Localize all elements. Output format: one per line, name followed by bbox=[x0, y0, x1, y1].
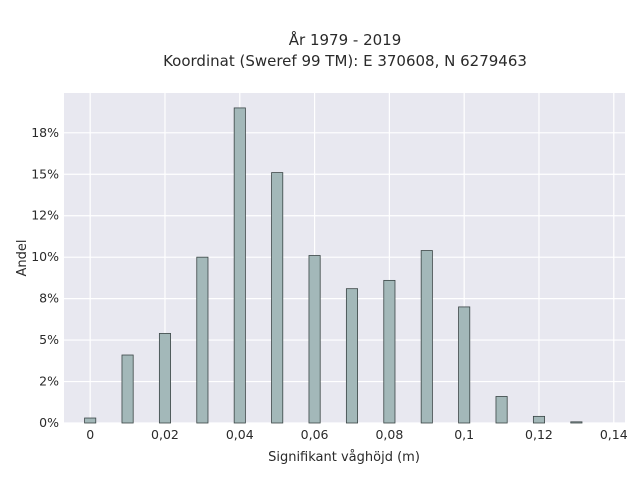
x-tick-label-4: 0,08 bbox=[375, 427, 403, 442]
y-tick-label-2: 5% bbox=[39, 332, 59, 347]
x-tick-label-3: 0,06 bbox=[301, 427, 329, 442]
x-tick-label-6: 0,12 bbox=[525, 427, 553, 442]
bar-2 bbox=[158, 333, 171, 424]
y-tick-label-3: 8% bbox=[39, 291, 59, 306]
bars bbox=[84, 107, 583, 424]
y-tick-label-1: 2% bbox=[39, 374, 59, 389]
bar-5 bbox=[271, 172, 284, 424]
bar-13 bbox=[570, 421, 583, 424]
bar-11 bbox=[495, 396, 508, 424]
y-axis-label: Andel bbox=[15, 240, 30, 277]
bar-7 bbox=[345, 288, 358, 424]
plot-area bbox=[64, 93, 625, 423]
bar-1 bbox=[121, 354, 134, 424]
bar-4 bbox=[233, 107, 246, 424]
bar-8 bbox=[383, 279, 396, 424]
y-tick-labels: 0% 2% 5% 8% 10% 12% 15% 18% bbox=[31, 125, 59, 430]
x-tick-label-2: 0,04 bbox=[226, 427, 254, 442]
x-tick-label-5: 0,1 bbox=[454, 427, 474, 442]
y-tick-label-7: 18% bbox=[31, 125, 59, 140]
x-axis-label: Signifikant våghöjd (m) bbox=[268, 450, 420, 465]
bar-0 bbox=[84, 417, 97, 424]
y-tick-label-5: 12% bbox=[31, 208, 59, 223]
bar-6 bbox=[308, 255, 321, 424]
grid-lines bbox=[64, 93, 625, 424]
x-tick-label-1: 0,02 bbox=[151, 427, 179, 442]
bar-9 bbox=[420, 250, 433, 424]
x-tick-labels: 0 0,02 0,04 0,06 0,08 0,1 0,12 0,14 bbox=[86, 427, 628, 442]
y-tick-label-0: 0% bbox=[39, 415, 59, 430]
y-tick-label-6: 15% bbox=[31, 166, 59, 181]
chart-title: År 1979 - 2019 bbox=[289, 30, 402, 49]
y-tick-label-4: 10% bbox=[31, 249, 59, 264]
x-tick-label-7: 0,14 bbox=[600, 427, 628, 442]
x-tick-label-0: 0 bbox=[86, 427, 94, 442]
bar-12 bbox=[532, 415, 545, 424]
bar-10 bbox=[458, 306, 471, 424]
chart-subtitle: Koordinat (Sweref 99 TM): E 370608, N 62… bbox=[163, 52, 527, 70]
bar-3 bbox=[196, 256, 209, 424]
